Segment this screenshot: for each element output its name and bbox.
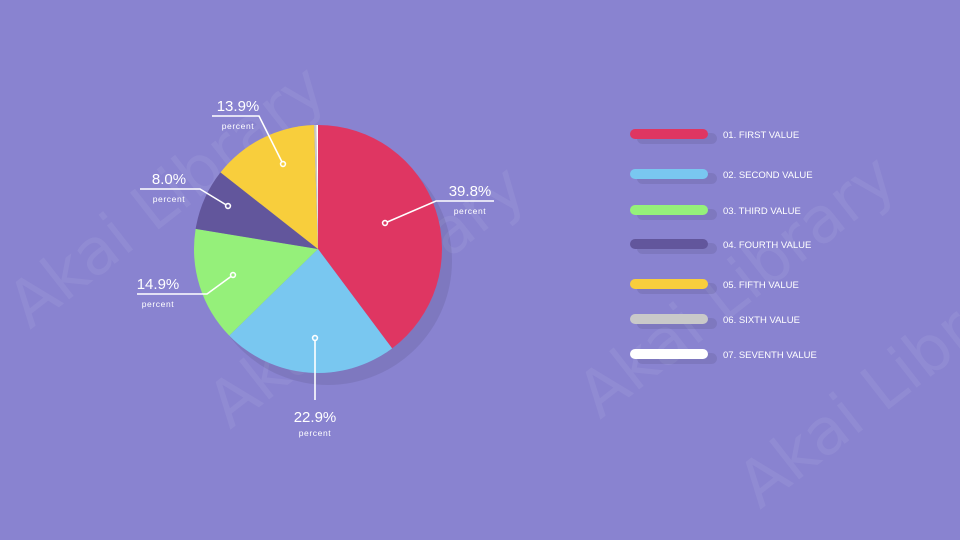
pie-slice-7	[316, 125, 318, 249]
legend-swatch	[630, 169, 708, 179]
callout-4: 8.0% percent	[140, 171, 232, 210]
callout-line	[137, 274, 234, 295]
callout-dot-inner	[281, 162, 285, 166]
callout-line	[140, 188, 229, 207]
pie-slice-2	[229, 249, 393, 373]
pie-slice-4	[195, 172, 318, 249]
legend-label: 06. SIXTH VALUE	[723, 315, 800, 326]
legend-item-3: 03. THIRD VALUE	[630, 205, 801, 220]
data-label-unit: percent	[142, 299, 175, 309]
legend-label: 01. FIRST VALUE	[723, 130, 799, 141]
legend-swatch	[630, 129, 708, 139]
callout-3: 14.9% percent	[137, 271, 237, 309]
callout-dot-inner	[231, 273, 235, 277]
legend-label: 05. FIFTH VALUE	[723, 280, 799, 291]
legend-item-2: 02. SECOND VALUE	[630, 169, 813, 184]
legend: 01. FIRST VALUE 02. SECOND VALUE 03. THIRD…	[630, 129, 817, 364]
callout-dot-inner	[383, 221, 387, 225]
legend-item-5: 05. FIFTH VALUE	[630, 279, 799, 294]
data-label-unit: percent	[153, 194, 186, 204]
data-label-value: 14.9%	[137, 276, 180, 293]
legend-swatch	[630, 349, 708, 359]
legend-swatch	[630, 279, 708, 289]
data-label-value: 8.0%	[152, 171, 186, 188]
callout-line	[384, 200, 494, 224]
callout-dot-inner	[313, 336, 317, 340]
legend-item-4: 04. FOURTH VALUE	[630, 239, 811, 254]
data-label-unit: percent	[299, 428, 332, 438]
callout-1: 39.8% percent	[381, 183, 494, 227]
data-label-callouts: 39.8%percent22.9%percent14.9%percent8.0%…	[137, 98, 494, 438]
callout-2: 22.9% percent	[294, 334, 337, 438]
legend-label: 03. THIRD VALUE	[723, 206, 801, 217]
legend-label: 02. SECOND VALUE	[723, 170, 813, 181]
pie-slice-3	[193, 228, 318, 336]
legend-item-1: 01. FIRST VALUE	[630, 129, 799, 144]
legend-item-7: 07. SEVENTH VALUE	[630, 349, 817, 364]
legend-label: 04. FOURTH VALUE	[723, 240, 811, 251]
pie-slice-1	[318, 125, 442, 349]
callout-5: 13.9% percent	[212, 98, 287, 168]
data-label-value: 22.9%	[294, 409, 337, 426]
callout-dot-inner	[226, 204, 230, 208]
legend-item-6: 06. SIXTH VALUE	[630, 314, 800, 329]
legend-swatch	[630, 239, 708, 249]
legend-swatch	[630, 205, 708, 215]
pie-slice-5	[220, 125, 318, 249]
data-label-unit: percent	[454, 206, 487, 216]
legend-swatch	[630, 314, 708, 324]
data-label-value: 13.9%	[217, 98, 260, 115]
pie-slice-6	[314, 125, 318, 249]
data-label-unit: percent	[222, 121, 255, 131]
pie-slices	[193, 125, 442, 373]
legend-label: 07. SEVENTH VALUE	[723, 350, 817, 361]
data-label-value: 39.8%	[449, 183, 492, 200]
callout-line	[212, 115, 284, 165]
